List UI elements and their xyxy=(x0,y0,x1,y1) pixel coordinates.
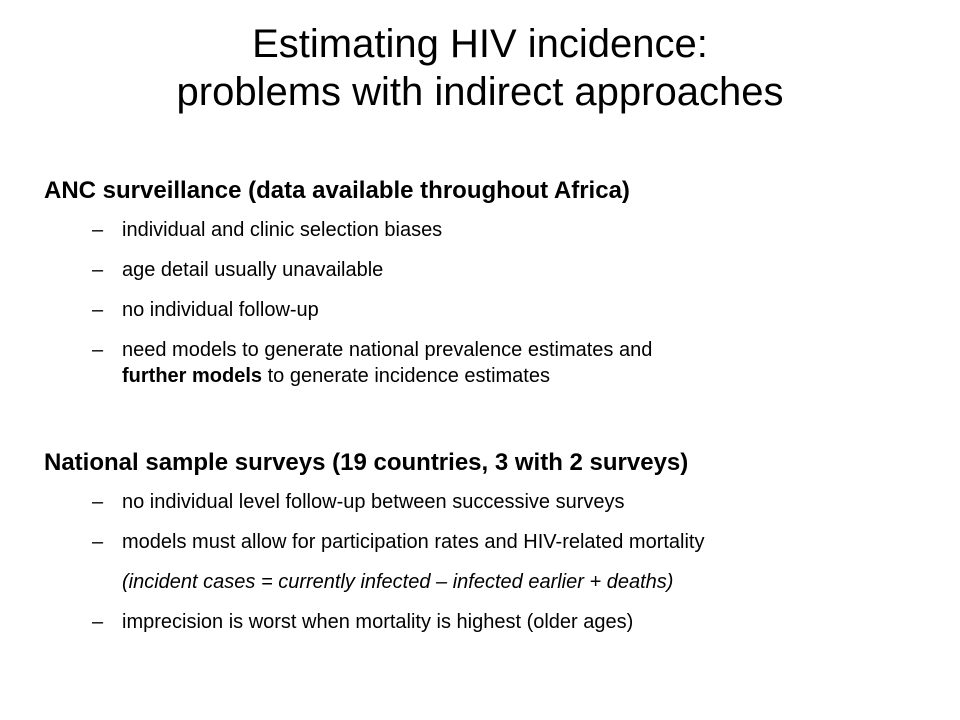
anc-bullet-3-text: no individual follow-up xyxy=(122,299,319,321)
dash-marker: – xyxy=(92,219,104,241)
dash-marker: – xyxy=(92,491,104,513)
anc-bullet-4-line-2-rest: to generate incidence estimates xyxy=(262,365,550,387)
further-models-emphasis: further models xyxy=(122,365,263,387)
anc-bullet-4-line-1: need models to generate national prevale… xyxy=(122,339,653,361)
national-bullet-2-text: models must allow for participation rate… xyxy=(122,531,705,553)
anc-bullet-4-text: need models to generate national prevale… xyxy=(122,338,652,388)
anc-bullet-2-text: age detail usually unavailable xyxy=(122,259,384,281)
anc-bullet-1-text: individual and clinic selection biases xyxy=(122,219,443,241)
anc-section-heading: ANC surveillance (data available through… xyxy=(44,177,630,204)
slide-title: Estimating HIV incidence: problems with … xyxy=(0,20,960,116)
slide-title-line-1: Estimating HIV incidence: xyxy=(252,22,708,66)
dash-marker: – xyxy=(92,259,104,281)
anc-bullet-4-line-2: further models to generate incidence est… xyxy=(122,364,652,388)
national-section-heading: National sample surveys (19 countries, 3… xyxy=(44,449,689,476)
dash-marker: – xyxy=(92,339,104,361)
national-bullet-3-text: imprecision is worst when mortality is h… xyxy=(122,611,634,633)
dash-marker: – xyxy=(92,611,104,633)
national-bullet-1-text: no individual level follow-up between su… xyxy=(122,491,625,513)
dash-marker: – xyxy=(92,531,104,553)
incidence-formula: (incident cases = currently infected – i… xyxy=(122,571,674,593)
slide-title-line-2: problems with indirect approaches xyxy=(176,70,784,114)
dash-marker: – xyxy=(92,299,104,321)
